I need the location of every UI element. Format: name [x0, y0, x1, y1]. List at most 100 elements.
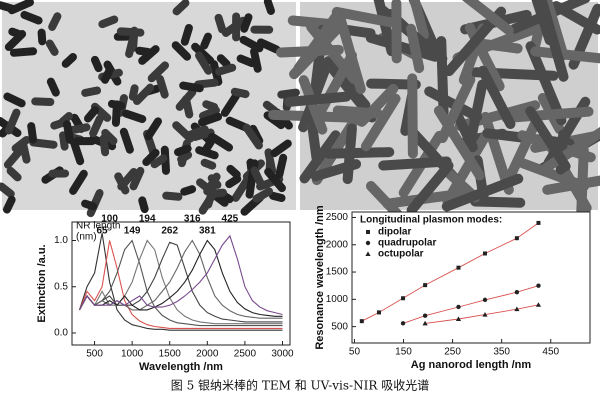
peak-label: 316: [184, 214, 201, 225]
nanorod: [144, 117, 162, 141]
nanorod: [465, 79, 488, 147]
legend-marker: [365, 240, 371, 246]
nanorod: [378, 156, 452, 171]
peak-label: 100: [101, 214, 118, 225]
nanorod: [116, 27, 145, 37]
nanorod: [101, 66, 114, 84]
nanorod: [239, 35, 264, 53]
nanorod: [195, 146, 219, 160]
nanorod: [310, 159, 362, 182]
nanorod: [7, 0, 34, 15]
x-tick-label: 250: [444, 347, 461, 358]
nanorod: [2, 195, 16, 214]
x-tick-label: 450: [542, 347, 559, 358]
nanorod: [37, 28, 47, 46]
x-tick-label: 2000: [196, 349, 219, 360]
nanorod: [177, 150, 193, 164]
nanorod: [197, 112, 223, 127]
x-tick-label: 350: [493, 347, 510, 358]
nanorod: [83, 106, 99, 123]
nanorod: [477, 65, 516, 130]
nanorod: [90, 55, 103, 73]
nanorod: [284, 91, 352, 107]
nanorod: [198, 106, 221, 120]
nanorod: [172, 0, 190, 16]
nanorod: [48, 12, 62, 31]
nanorod: [203, 172, 221, 196]
nanorod: [69, 169, 88, 195]
nanorod: [73, 137, 96, 146]
y-axis-label: Extinction /a.u.: [36, 244, 48, 322]
plot-frame: [351, 211, 591, 344]
nanorod: [216, 54, 231, 68]
nanorod: [444, 6, 507, 77]
nanorod: [31, 97, 55, 107]
nanorod: [459, 0, 514, 36]
nanorod: [323, 56, 371, 110]
marker: [455, 316, 462, 321]
x-tick-label: 500: [86, 349, 103, 360]
nanorod: [191, 42, 215, 65]
nanorod: [181, 95, 194, 119]
nanorod: [4, 30, 27, 52]
nanorod: [215, 63, 237, 76]
nanorod: [174, 144, 192, 157]
x-tick-label: 1000: [121, 349, 144, 360]
y-tick-label: 2500: [326, 212, 349, 223]
nanorod: [180, 23, 193, 46]
nanorod: [535, 0, 569, 82]
nanorod: [250, 166, 265, 187]
marker: [456, 265, 461, 270]
nanorod: [200, 158, 217, 170]
nanorod: [6, 166, 22, 182]
peak-label: 65: [97, 226, 109, 237]
nanorod: [121, 109, 147, 124]
nanorod: [150, 154, 168, 169]
nanorod: [501, 106, 594, 123]
nanorod: [368, 0, 397, 57]
nanorod: [207, 188, 228, 199]
nanorod: [406, 160, 454, 216]
x-tick-label: 3000: [271, 349, 294, 360]
nanorod: [111, 100, 121, 127]
nanorod: [0, 182, 15, 198]
nanorod: [240, 13, 253, 33]
nanorod: [214, 13, 227, 34]
y-tick-label: 500: [331, 321, 348, 332]
nanorod: [236, 54, 256, 68]
nanorod: [27, 122, 38, 144]
nanorod: [334, 10, 366, 95]
nanorod: [3, 92, 26, 108]
nanorod: [404, 0, 429, 40]
nanorods: [0, 0, 600, 229]
nanorod: [50, 118, 69, 130]
nanorod: [407, 73, 418, 159]
y-tick-label: 1.0: [54, 235, 68, 246]
y-axis-label: Resonance wavelength /nm: [314, 205, 326, 349]
nanorod: [101, 128, 118, 145]
x-tick-label: 2500: [234, 349, 257, 360]
nanorod: [48, 169, 70, 178]
nanorod: [306, 114, 322, 163]
nanorod: [264, 167, 286, 193]
nanorod: [142, 148, 160, 167]
nanorod: [18, 138, 31, 164]
y-tick-label: 0.0: [54, 328, 68, 339]
marker: [400, 321, 406, 326]
marker: [482, 297, 488, 303]
y-tick-label: 1000: [326, 294, 349, 305]
marker: [536, 283, 541, 288]
legend-marker: [366, 230, 370, 234]
nanorod: [156, 75, 169, 99]
nanorod: [67, 123, 91, 135]
nanorod: [256, 38, 281, 54]
nanorod: [525, 106, 571, 172]
nanorod: [195, 51, 213, 75]
nanorod: [20, 10, 43, 25]
nanorod: [360, 93, 401, 152]
x-axis-label: Ag nanorod length /nm: [411, 359, 532, 371]
nanorod: [61, 53, 77, 68]
nanorod: [323, 147, 395, 159]
trend-line: [361, 222, 539, 322]
